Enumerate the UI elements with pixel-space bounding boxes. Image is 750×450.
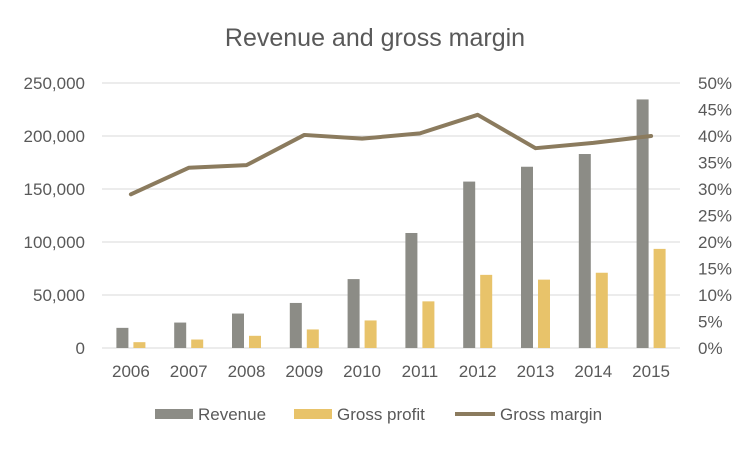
- gridlines: [102, 82, 680, 349]
- legend-label-revenue: Revenue: [198, 405, 266, 424]
- revenue-bar: [347, 279, 360, 348]
- left-tick-label: 50,000: [33, 286, 85, 305]
- revenue-bar: [232, 313, 244, 348]
- x-tick-label: 2011: [402, 362, 439, 381]
- gross-profit-bar: [249, 335, 261, 348]
- gross-profit-bar: [653, 248, 666, 348]
- revenue-bar: [174, 322, 187, 348]
- right-tick-label: 15%: [698, 260, 732, 279]
- revenue-bar: [116, 327, 129, 348]
- x-axis-ticks: 2006 2007 2008 2009 2010 2011 2012 2013 2014 2015: [112, 362, 670, 381]
- gross-profit-bar: [422, 301, 435, 348]
- right-tick-label: 5%: [698, 313, 723, 332]
- legend-label-gross-profit: Gross profit: [337, 405, 425, 424]
- right-tick-label: 25%: [698, 207, 732, 226]
- left-axis-ticks: 0 50,000 100,000 150,000 200,000 250,000: [24, 74, 85, 358]
- x-tick-label: 2013: [517, 362, 555, 381]
- legend: Revenue Gross profit Gross margin: [155, 405, 602, 424]
- gross-profit-bar: [191, 339, 204, 348]
- right-tick-label: 0%: [698, 339, 723, 358]
- x-tick-label: 2010: [343, 362, 381, 381]
- gross-profit-bar: [595, 272, 608, 348]
- bars: [116, 99, 666, 349]
- revenue-bar: [405, 232, 418, 348]
- right-tick-label: 10%: [698, 286, 732, 305]
- revenue-bar: [289, 302, 302, 348]
- gross-profit-bar: [538, 279, 550, 348]
- gross-profit-bar: [133, 342, 146, 348]
- revenue-bar: [636, 99, 649, 349]
- x-tick-label: 2009: [285, 362, 323, 381]
- x-tick-label: 2008: [228, 362, 266, 381]
- left-tick-label: 0: [76, 339, 85, 358]
- revenue-bar: [521, 166, 533, 348]
- legend-swatch-revenue: [155, 409, 193, 419]
- right-tick-label: 40%: [698, 127, 732, 146]
- x-tick-label: 2014: [574, 362, 612, 381]
- gross-profit-bar: [480, 274, 493, 348]
- x-tick-label: 2006: [112, 362, 150, 381]
- right-tick-label: 30%: [698, 180, 732, 199]
- right-tick-label: 35%: [698, 154, 732, 173]
- legend-swatch-gross-profit: [294, 409, 332, 419]
- left-tick-label: 200,000: [24, 127, 85, 146]
- gross-profit-bar: [306, 329, 319, 348]
- x-tick-label: 2012: [459, 362, 497, 381]
- right-axis-ticks: 0% 5% 10% 15% 20% 25% 30% 35% 40% 45% 50%: [698, 74, 732, 358]
- right-tick-label: 20%: [698, 233, 732, 252]
- right-tick-label: 50%: [698, 74, 732, 93]
- revenue-bar: [463, 181, 476, 348]
- margin-line: [128, 112, 654, 197]
- x-tick-label: 2015: [632, 362, 670, 381]
- left-tick-label: 250,000: [24, 74, 85, 93]
- left-tick-label: 150,000: [24, 180, 85, 199]
- chart-title: Revenue and gross margin: [225, 24, 525, 52]
- right-tick-label: 45%: [698, 101, 732, 120]
- legend-label-gross-margin: Gross margin: [500, 405, 602, 424]
- revenue-bar: [578, 154, 591, 348]
- gross-margin-line: [128, 112, 654, 197]
- left-tick-label: 100,000: [24, 233, 85, 252]
- gross-profit-bar: [364, 320, 377, 348]
- x-tick-label: 2007: [170, 362, 208, 381]
